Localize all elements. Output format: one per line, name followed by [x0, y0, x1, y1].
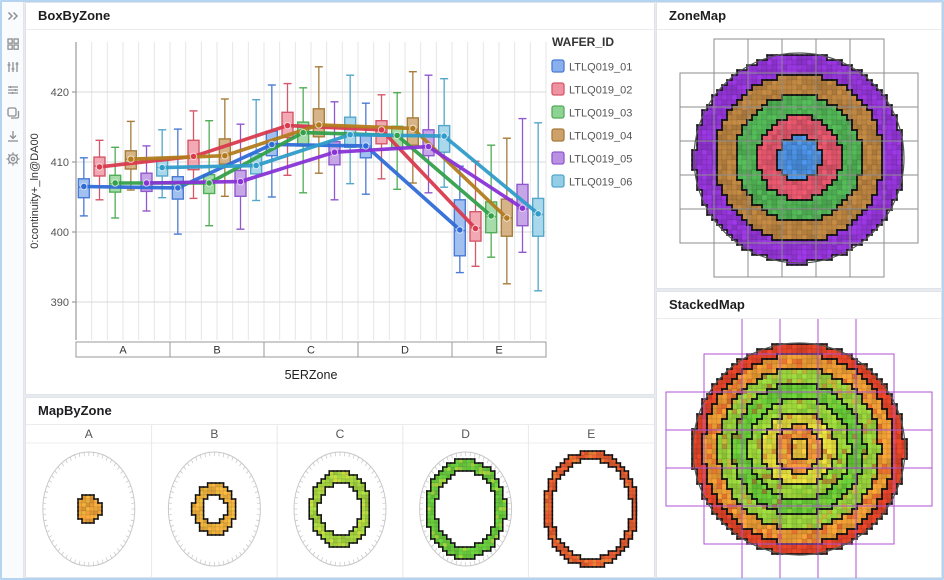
boxbyzone-panel-title: BoxByZone: [26, 3, 654, 30]
svg-text:LTLQ019_03: LTLQ019_03: [569, 108, 632, 120]
zone-label-B: B: [210, 427, 218, 441]
legend-item[interactable]: LTLQ019_03: [551, 105, 632, 120]
mapbyzone-panel-title: MapByZone: [26, 398, 654, 425]
legend-item[interactable]: LTLQ019_01: [551, 59, 632, 74]
mapbyzone-chart[interactable]: A B C D E: [26, 425, 654, 578]
svg-text:410: 410: [51, 157, 69, 169]
settings-gear-icon[interactable]: [5, 151, 21, 167]
svg-text:A: A: [119, 345, 127, 357]
toolbar-sidebar: [2, 2, 24, 578]
download-icon[interactable]: [5, 128, 21, 144]
legend-item[interactable]: LTLQ019_06: [551, 174, 632, 189]
svg-text:C: C: [307, 345, 315, 357]
zone-wafer-B: [167, 451, 261, 567]
svg-text:LTLQ019_01: LTLQ019_01: [569, 62, 632, 74]
stackedmap-panel: StackedMap: [656, 291, 942, 578]
zonemap-wafer[interactable]: [657, 30, 941, 294]
legend-title: WAFER_ID: [552, 35, 614, 49]
legend-item[interactable]: LTLQ019_04: [551, 128, 632, 143]
zone-wafer-C: [293, 451, 387, 567]
filter-list-icon[interactable]: [5, 82, 21, 98]
svg-text:390: 390: [51, 297, 69, 309]
stackedmap-wafer[interactable]: [657, 319, 941, 578]
collapse-panel-icon[interactable]: [5, 8, 21, 24]
boxbyzone-chart[interactable]: 390 400 410 420 A B C D E 5ERZone 0:continuity+_ln…: [26, 30, 654, 400]
zonemap-panel-title: ZoneMap: [657, 3, 941, 30]
sliders-icon[interactable]: [5, 59, 21, 75]
svg-text:0:continuity+_ln@DA00: 0:continuity+_ln@DA00: [29, 133, 41, 248]
svg-text:420: 420: [51, 87, 69, 99]
svg-text:LTLQ019_05: LTLQ019_05: [569, 154, 632, 166]
legend-item[interactable]: LTLQ019_02: [551, 82, 632, 97]
zone-label-A: A: [85, 427, 93, 441]
svg-text:LTLQ019_06: LTLQ019_06: [569, 177, 632, 189]
stackedmap-panel-title: StackedMap: [657, 292, 941, 319]
svg-text:400: 400: [51, 227, 69, 239]
boxbyzone-panel: BoxByZone 390 400 410 420 A B C D E 5ERZone 0:cont…: [25, 2, 655, 395]
svg-text:LTLQ019_02: LTLQ019_02: [569, 85, 632, 97]
legend-item[interactable]: LTLQ019_05: [551, 151, 632, 166]
zone-wafer-E: [543, 450, 638, 568]
zone-label-C: C: [336, 427, 345, 441]
svg-text:D: D: [401, 345, 409, 357]
svg-text:B: B: [213, 345, 220, 357]
zone-wafer-D: [419, 451, 513, 567]
zone-label-D: D: [461, 427, 470, 441]
svg-text:E: E: [495, 345, 502, 357]
zone-wafer-A: [42, 451, 136, 567]
mapbyzone-panel: MapByZone A B C D E: [25, 397, 655, 578]
zone-label-E: E: [587, 427, 595, 441]
dashboard-grid-icon[interactable]: [5, 36, 21, 52]
zonemap-panel: ZoneMap: [656, 2, 942, 289]
copy-icon[interactable]: [5, 105, 21, 121]
box-series-LTLQ019_01: [77, 84, 467, 274]
svg-text:LTLQ019_04: LTLQ019_04: [569, 131, 632, 143]
svg-text:5ERZone: 5ERZone: [285, 368, 338, 382]
